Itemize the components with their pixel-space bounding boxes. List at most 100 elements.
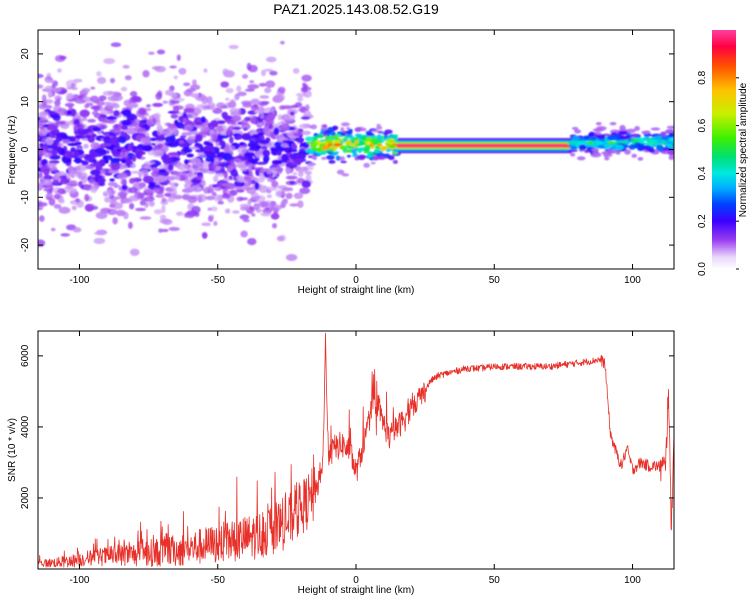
heatmap-cell xyxy=(298,123,310,129)
heatmap-cell xyxy=(214,186,222,192)
heatmap-cell xyxy=(104,133,110,138)
heatmap-cell xyxy=(353,152,358,157)
heatmap-cell xyxy=(273,127,280,136)
heatmap-cell xyxy=(93,231,106,236)
heatmap-cell xyxy=(369,152,375,156)
heatmap-cell xyxy=(153,209,163,215)
heatmap-cell xyxy=(148,51,155,55)
heatmap-cell xyxy=(276,191,284,196)
heatmap-cell xyxy=(158,185,165,191)
heatmap-cell xyxy=(120,178,127,186)
heatmap-cell xyxy=(241,74,249,79)
heatmap-cell xyxy=(152,102,164,107)
heatmap-cell xyxy=(167,152,180,157)
heatmap-cell xyxy=(280,40,285,45)
heatmap-cell xyxy=(366,133,375,137)
heatmap-cell xyxy=(65,187,78,194)
heatmap-cell xyxy=(668,155,674,160)
heatmap-cell xyxy=(121,184,128,191)
heatmap-cell xyxy=(104,159,109,164)
heatmap-cell xyxy=(120,86,128,92)
heatmap-cell xyxy=(166,180,171,184)
heatmap-cell xyxy=(268,204,275,211)
heatmap-cell xyxy=(109,157,122,162)
heatmap-cell xyxy=(377,143,383,147)
heatmap-cell xyxy=(217,200,224,205)
heatmap-cell xyxy=(122,64,130,69)
heatmap-cell xyxy=(571,126,579,130)
heatmap-cell xyxy=(215,148,220,155)
heatmap-cell xyxy=(266,189,272,194)
heatmap-cell xyxy=(606,134,618,141)
heatmap-cell xyxy=(102,155,108,161)
heatmap-cell xyxy=(604,156,610,161)
heatmap-cell xyxy=(666,125,674,129)
heatmap-cell xyxy=(68,165,74,173)
heatmap-cell xyxy=(118,136,127,144)
spectrogram-x-tick-label: 0 xyxy=(353,275,359,286)
heatmap-cell xyxy=(656,145,663,151)
heatmap-cell xyxy=(276,235,284,242)
heatmap-cell xyxy=(239,168,248,172)
heatmap-cell xyxy=(81,87,91,93)
heatmap-cell xyxy=(666,144,673,148)
heatmap-cell xyxy=(221,111,228,119)
heatmap-cell xyxy=(115,209,126,217)
heatmap-cell xyxy=(297,130,303,134)
spectrogram-y-tick-label: -20 xyxy=(20,237,31,252)
heatmap-cell xyxy=(188,166,201,173)
heatmap-cell xyxy=(277,86,286,94)
heatmap-cell xyxy=(287,131,294,138)
heatmap-cell xyxy=(638,143,645,147)
heatmap-cell xyxy=(268,124,274,130)
heatmap-cell xyxy=(624,149,631,155)
heatmap-cell xyxy=(360,135,367,141)
heatmap-cell xyxy=(252,167,262,171)
heatmap-cell xyxy=(171,140,176,144)
heatmap-cell xyxy=(376,126,383,130)
heatmap-cell xyxy=(291,143,298,150)
heatmap-cell xyxy=(261,69,266,77)
heatmap-cell xyxy=(173,75,178,80)
heatmap-cell xyxy=(223,171,228,179)
heatmap-cell xyxy=(213,175,219,183)
heatmap-cell xyxy=(229,99,236,107)
heatmap-cell xyxy=(46,124,58,131)
heatmap-cell xyxy=(297,95,304,102)
heatmap-cell xyxy=(246,186,257,195)
heatmap-cell xyxy=(59,198,65,204)
heatmap-cell xyxy=(98,124,108,130)
heatmap-cell xyxy=(222,152,233,161)
heatmap-cell xyxy=(297,138,304,143)
snr-y-tick-label: 4000 xyxy=(20,415,31,438)
heatmap-cell xyxy=(208,215,214,222)
heatmap-cell xyxy=(128,187,138,194)
heatmap-cell xyxy=(38,128,48,137)
heatmap-cell xyxy=(161,205,166,214)
heatmap-cell xyxy=(73,150,80,158)
heatmap-cell xyxy=(141,137,150,143)
heatmap-cell xyxy=(190,185,202,192)
heatmap-cell xyxy=(90,86,96,90)
heatmap-cell xyxy=(624,141,631,145)
heatmap-cell xyxy=(181,132,192,136)
heatmap-cell xyxy=(213,221,218,226)
heatmap-cell xyxy=(140,169,149,174)
heatmap-cell xyxy=(104,196,112,203)
heatmap-cell xyxy=(148,201,155,207)
heatmap-cell xyxy=(58,206,71,214)
heatmap-cell xyxy=(280,200,288,205)
heatmap-cell xyxy=(266,194,273,199)
heatmap-cell xyxy=(139,216,152,220)
heatmap-cell xyxy=(184,159,189,165)
heatmap-cell xyxy=(303,84,309,89)
heatmap-cell xyxy=(650,127,661,131)
heatmap-cell xyxy=(71,166,81,171)
heatmap-cell xyxy=(203,68,208,73)
heatmap-cell xyxy=(39,143,44,147)
heatmap-cell xyxy=(250,196,258,201)
heatmap-cell xyxy=(219,140,226,147)
heatmap-cell xyxy=(112,124,123,131)
heatmap-cell xyxy=(281,153,288,162)
heatmap-cell xyxy=(332,125,338,131)
